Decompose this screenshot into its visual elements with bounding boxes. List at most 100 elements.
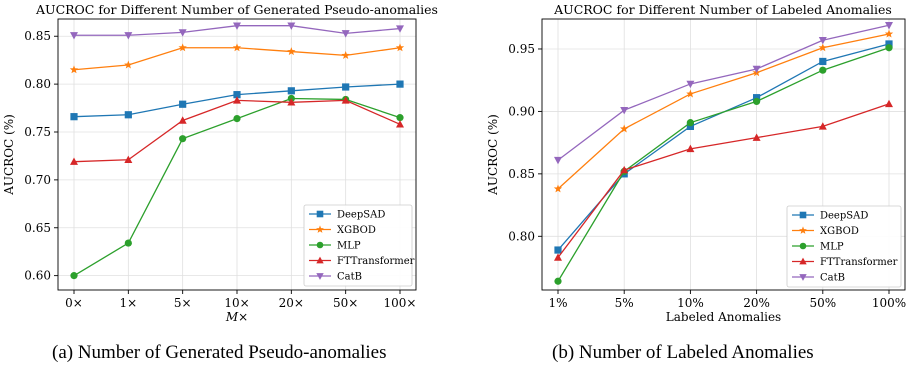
data-point xyxy=(70,32,78,40)
data-point xyxy=(179,135,187,143)
x-axis-label: Labeled Anomalies xyxy=(666,310,781,324)
legend-label: XGBOD xyxy=(337,225,376,236)
data-point xyxy=(124,32,133,40)
data-point xyxy=(233,91,241,99)
data-point xyxy=(233,96,241,104)
series-line xyxy=(557,33,890,190)
data-point xyxy=(178,29,187,37)
legend-marker xyxy=(799,211,807,219)
data-point xyxy=(554,156,562,165)
caption-a: (a) Number of Generated Pseudo-anomalies xyxy=(52,342,387,363)
y-tick-label: 0.60 xyxy=(24,269,51,283)
series-fttransformer xyxy=(70,96,404,165)
series-fttransformer xyxy=(554,99,893,261)
data-point xyxy=(124,239,132,247)
legend-label: FTTransformer xyxy=(337,256,415,267)
x-tick-label: 0× xyxy=(65,296,83,310)
data-point xyxy=(179,100,187,108)
data-point xyxy=(396,80,404,88)
data-point xyxy=(70,113,78,121)
y-axis-label: AUCROC (%) xyxy=(486,114,500,196)
data-point xyxy=(752,133,761,141)
legend-label: FTTransformer xyxy=(820,257,898,268)
y-axis-label: AUCROC (%) xyxy=(2,114,16,196)
x-tick-label: 5× xyxy=(174,296,192,310)
x-tick-label: 10% xyxy=(677,296,704,310)
data-point xyxy=(753,97,761,106)
data-point xyxy=(554,277,562,285)
legend-marker xyxy=(316,225,324,233)
series-catb xyxy=(554,22,893,165)
legend-box xyxy=(303,204,413,287)
plot-frame xyxy=(541,18,906,291)
data-point xyxy=(686,80,695,89)
legend-marker xyxy=(316,273,324,280)
legend-marker xyxy=(316,256,324,264)
data-point xyxy=(341,50,350,59)
data-point xyxy=(70,272,78,280)
data-point xyxy=(124,60,133,69)
x-tick-label: 20% xyxy=(743,296,770,310)
data-point xyxy=(885,99,893,108)
x-tick-label: 20× xyxy=(279,296,304,310)
legend-marker xyxy=(799,242,807,250)
data-point xyxy=(818,37,827,45)
x-tick-label: 50× xyxy=(333,296,358,310)
y-tick-label: 0.80 xyxy=(24,77,51,91)
data-point xyxy=(124,155,133,163)
x-tick-label: 5% xyxy=(615,296,634,310)
legend-label: DeepSAD xyxy=(337,210,385,221)
data-point xyxy=(885,40,893,48)
legend-label: MLP xyxy=(337,241,361,252)
legend-marker xyxy=(316,210,324,218)
data-point xyxy=(287,98,296,106)
y-tick-label: 0.85 xyxy=(24,29,51,43)
data-point xyxy=(818,43,827,52)
y-tick-label: 0.85 xyxy=(508,167,535,181)
data-point xyxy=(396,120,404,128)
data-point xyxy=(342,83,350,91)
chart-a: 0.60 0.65 0.70 0.75 0.80 0.85 0× 1× 5× 10× 20× 50× 1… xyxy=(2,2,438,324)
data-point xyxy=(885,44,893,52)
series-xgbod xyxy=(553,29,894,193)
data-point xyxy=(178,116,187,124)
data-point xyxy=(620,106,629,115)
legend-label: XGBOD xyxy=(820,226,859,237)
x-tick-label: 100% xyxy=(872,296,906,310)
y-tick-label: 0.90 xyxy=(508,104,535,118)
data-point xyxy=(287,47,296,56)
y-tick-label: 0.70 xyxy=(24,173,51,187)
data-point xyxy=(124,111,132,119)
legend-label: MLP xyxy=(820,242,844,253)
series-deepsad xyxy=(70,80,404,121)
y-tick-label: 0.80 xyxy=(508,229,535,243)
data-point xyxy=(396,114,404,122)
legend-label: CatB xyxy=(337,272,362,283)
data-point xyxy=(819,57,827,66)
data-point xyxy=(69,65,79,74)
data-point xyxy=(70,157,78,165)
data-point xyxy=(341,96,350,104)
data-point xyxy=(395,43,405,52)
data-point xyxy=(686,144,695,153)
legend-box xyxy=(786,205,902,288)
data-point xyxy=(752,65,761,74)
legend-marker xyxy=(316,241,324,249)
data-point xyxy=(554,253,562,261)
y-tick-label: 0.75 xyxy=(24,125,51,139)
legend-label: DeepSAD xyxy=(820,211,868,222)
legend-label: CatB xyxy=(820,273,845,284)
legend-marker xyxy=(799,257,807,265)
chart-title: AUCROC for Different Number of Labeled A… xyxy=(553,2,892,17)
series-xgbod xyxy=(69,43,405,74)
data-point xyxy=(232,43,242,52)
data-point xyxy=(620,165,629,174)
data-point xyxy=(819,66,827,74)
x-tick-label: 1% xyxy=(548,296,567,310)
data-point xyxy=(233,22,241,30)
data-point xyxy=(554,246,562,254)
x-tick-label: 100× xyxy=(384,296,417,310)
y-tick-label: 0.95 xyxy=(508,42,535,56)
data-point xyxy=(885,22,893,30)
data-point xyxy=(620,124,629,133)
